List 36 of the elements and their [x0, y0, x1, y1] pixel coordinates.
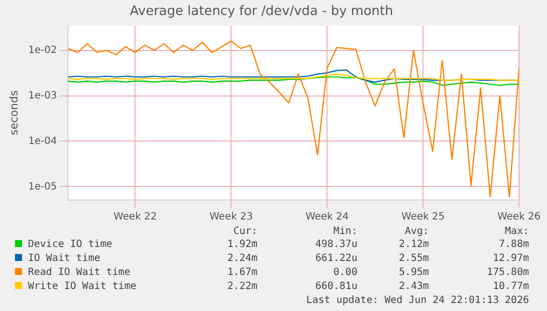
text: Cur:	[233, 226, 258, 237]
text: Last update: Wed Jun 24 22:01:13 2026	[305, 295, 529, 306]
text: 1.67m	[227, 267, 258, 278]
legend-label: Write IO Wait time	[28, 281, 136, 292]
text: 2.55m	[398, 253, 429, 264]
text: 12.97m	[492, 253, 529, 264]
text: Min:	[333, 226, 358, 237]
text: 2.12m	[398, 239, 429, 250]
y-tick-label: 1e-05	[28, 181, 58, 192]
y-axis-title: seconds	[7, 90, 20, 136]
x-tick-label: Week 26	[497, 212, 541, 223]
text: 661.22u	[315, 253, 358, 264]
text: 660.81u	[315, 281, 358, 292]
text: 2.43m	[398, 281, 429, 292]
text: 2.22m	[227, 281, 258, 292]
legend-label: IO Wait time	[28, 253, 100, 264]
text: 175.80m	[486, 267, 529, 278]
x-tick-label: Week 25	[401, 212, 445, 223]
chart-title: Average latency for /dev/vda - by month	[130, 4, 394, 20]
text: 10.77m	[492, 281, 529, 292]
y-tick-label: 1e-02	[28, 44, 58, 56]
x-tick-label: Week 23	[210, 212, 253, 223]
text: 2.24m	[227, 253, 258, 264]
text: 0.00	[333, 267, 358, 278]
legend-label: Device IO time	[28, 239, 112, 250]
text: Max:	[504, 226, 529, 237]
text: 498.37u	[315, 239, 358, 250]
text: 1.92m	[227, 239, 258, 250]
legend-label: Read IO Wait time	[28, 267, 130, 278]
text: 5.95m	[398, 267, 429, 278]
text: Avg:	[404, 226, 429, 237]
x-tick-label: Week 24	[305, 212, 349, 223]
text: 7.88m	[498, 239, 529, 250]
y-tick-label: 1e-03	[28, 90, 58, 102]
y-tick-label: 1e-04	[28, 136, 58, 147]
x-tick-label: Week 22	[114, 212, 157, 223]
